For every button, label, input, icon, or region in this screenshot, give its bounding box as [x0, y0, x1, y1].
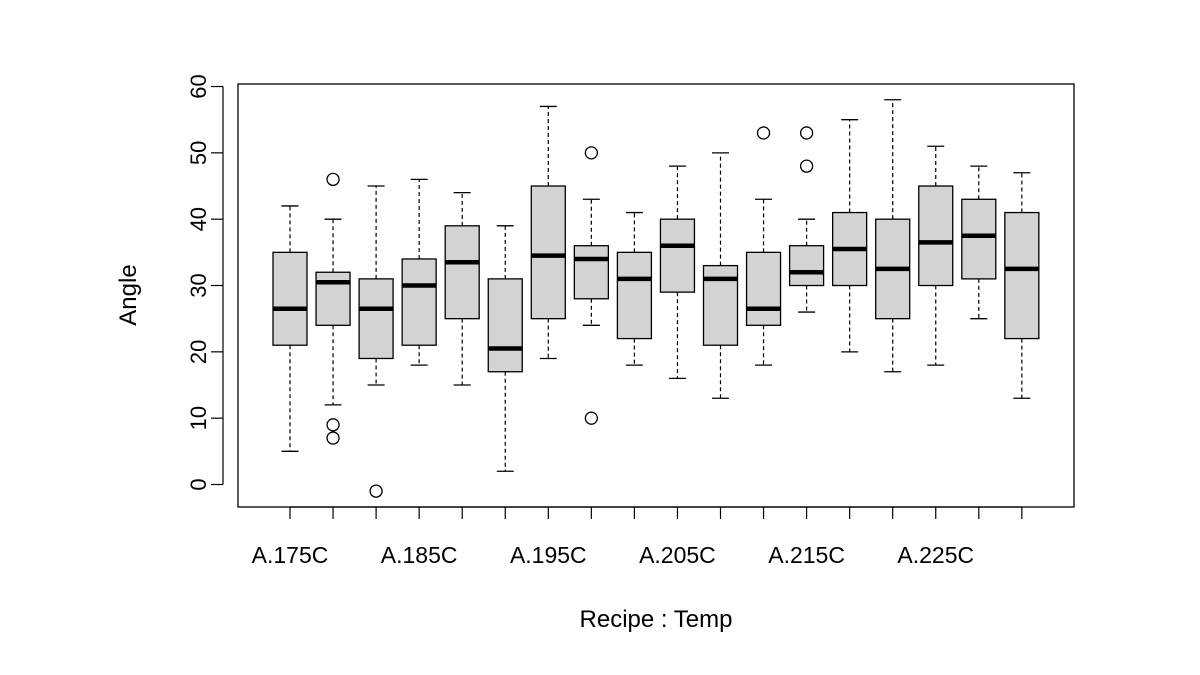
- box-1: [272, 205, 308, 452]
- iqr-box: [961, 198, 997, 280]
- box-14: [832, 119, 868, 353]
- outlier-point: [584, 146, 598, 160]
- outlier-point: [799, 126, 814, 140]
- x-axis-label: Recipe : Temp: [580, 606, 733, 633]
- x-tick-label: A.225C: [897, 542, 974, 568]
- box-7: [530, 105, 566, 360]
- iqr-box: [358, 278, 394, 360]
- iqr-box: [788, 245, 825, 287]
- y-tick-label: 20: [186, 340, 211, 364]
- y-tick-label: 10: [186, 406, 211, 430]
- x-axis: A.175C A.185C A.195C A.205C A.215C A.225C: [252, 506, 1023, 568]
- outlier-point: [326, 172, 340, 187]
- iqr-box: [487, 278, 523, 373]
- y-tick-label: 30: [186, 273, 211, 297]
- outlier-point: [326, 431, 340, 445]
- box-2: [315, 172, 351, 445]
- y-tick-label: 50: [186, 141, 211, 165]
- box-5: [444, 191, 480, 386]
- box-15: [875, 99, 911, 373]
- y-tick-label: 60: [186, 74, 211, 98]
- box-16: [918, 145, 954, 366]
- x-tick-label: A.205C: [639, 542, 716, 568]
- iqr-box: [918, 185, 954, 287]
- y-axis-label: Angle: [115, 264, 142, 325]
- y-tick-label: 0: [186, 478, 211, 490]
- box-6: [487, 225, 523, 472]
- boxes-group: [272, 99, 1040, 498]
- outlier-point: [369, 484, 383, 498]
- iqr-box: [616, 251, 653, 340]
- box-17: [961, 165, 997, 320]
- box-9: [616, 211, 653, 366]
- box-18: [1004, 172, 1040, 399]
- x-tick-label: A.185C: [381, 542, 458, 568]
- outlier-point: [799, 159, 814, 173]
- outlier-point: [326, 418, 340, 432]
- box-8: [573, 146, 609, 425]
- iqr-box: [1004, 211, 1040, 340]
- box-3: [358, 185, 394, 498]
- box-10: [659, 165, 696, 380]
- iqr-box: [573, 245, 609, 300]
- iqr-box: [530, 185, 566, 320]
- y-axis: 0 10 20 30 40 50 60: [186, 74, 224, 491]
- iqr-box: [401, 258, 437, 346]
- x-tick-label: A.175C: [252, 542, 329, 568]
- iqr-box: [659, 218, 696, 293]
- box-11: [702, 152, 739, 399]
- iqr-box: [272, 251, 308, 346]
- x-tick-label: A.195C: [510, 542, 587, 568]
- iqr-box: [745, 251, 782, 326]
- outlier-point: [584, 411, 598, 425]
- x-tick-label: A.215C: [768, 542, 845, 568]
- box-13: [788, 126, 825, 313]
- outlier-point: [756, 126, 771, 140]
- iqr-box: [444, 225, 480, 320]
- box-4: [401, 178, 437, 366]
- box-12: [745, 126, 782, 366]
- y-tick-label: 40: [186, 207, 211, 231]
